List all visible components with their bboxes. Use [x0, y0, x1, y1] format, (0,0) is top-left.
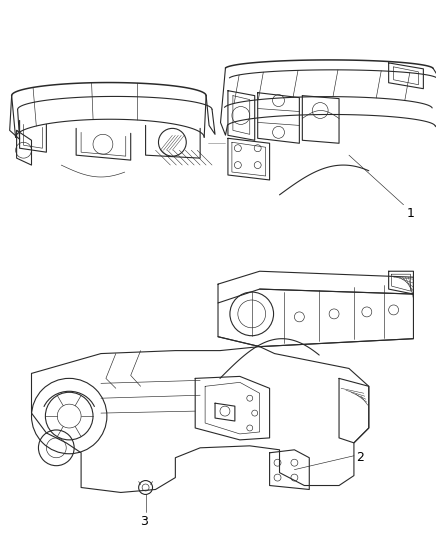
Text: 3: 3 [140, 515, 148, 528]
Text: 1: 1 [406, 207, 414, 220]
Text: 2: 2 [356, 451, 364, 464]
